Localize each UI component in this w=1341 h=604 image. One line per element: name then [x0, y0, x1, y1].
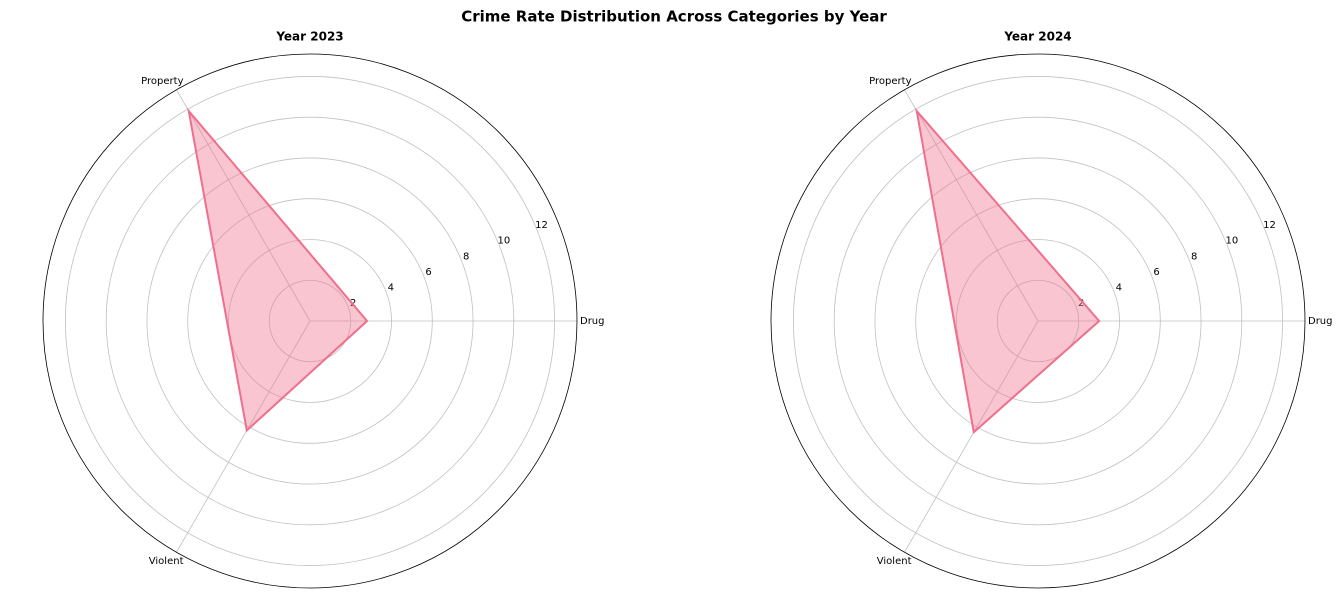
- figure-title: Crime Rate Distribution Across Categorie…: [461, 8, 887, 26]
- outer-frame: [42, 53, 578, 589]
- category-label: Violent: [149, 556, 184, 567]
- subplot-title: Year 2023: [275, 30, 343, 44]
- radar-area: [187, 107, 369, 433]
- r-tick-label: 6: [425, 267, 431, 278]
- r-tick-label: 10: [497, 236, 510, 247]
- r-tick-label: 10: [1225, 236, 1238, 247]
- r-tick-label: 6: [1153, 267, 1159, 278]
- subplot-title: Year 2024: [1003, 30, 1071, 44]
- spoke: [904, 320, 1039, 553]
- r-tick-label: 12: [535, 220, 548, 231]
- r-tick-label: 8: [1191, 251, 1197, 262]
- r-tick-label: 4: [1116, 283, 1122, 294]
- r-tick-label: 4: [388, 283, 394, 294]
- spoke: [176, 89, 311, 322]
- r-tick-label: 2: [1078, 298, 1084, 309]
- category-label: Drug: [580, 316, 605, 327]
- category-label: Violent: [877, 556, 912, 567]
- category-label: Property: [141, 76, 183, 87]
- category-label: Drug: [1308, 316, 1333, 327]
- r-tick-label: 12: [1263, 220, 1276, 231]
- category-label: Property: [869, 76, 911, 87]
- r-tick-label: 8: [463, 251, 469, 262]
- radar-area: [915, 107, 1101, 435]
- spoke: [176, 320, 311, 553]
- outer-frame: [770, 53, 1306, 589]
- spoke: [904, 89, 1039, 322]
